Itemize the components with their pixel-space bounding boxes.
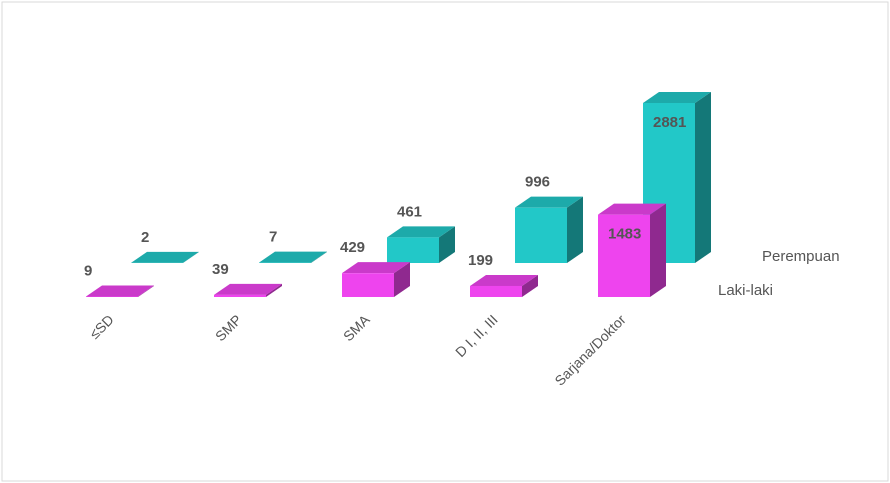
value-label: 2881 bbox=[653, 114, 686, 131]
value-label: 461 bbox=[397, 203, 422, 220]
bar bbox=[86, 285, 154, 297]
bar-side bbox=[311, 251, 327, 263]
bar-side bbox=[266, 283, 282, 297]
value-label: 7 bbox=[269, 229, 277, 246]
bar bbox=[342, 262, 410, 297]
bar-top bbox=[387, 226, 455, 238]
bar-side bbox=[522, 274, 538, 297]
bar-front bbox=[387, 237, 439, 263]
bar-side bbox=[650, 203, 666, 297]
bar bbox=[131, 251, 199, 263]
legend-label: Perempuan bbox=[762, 248, 840, 265]
value-label: 429 bbox=[340, 239, 365, 256]
bar bbox=[259, 251, 327, 263]
bar-top bbox=[515, 196, 583, 208]
bar-front bbox=[598, 214, 650, 297]
bar-side bbox=[183, 251, 199, 263]
bar-side bbox=[439, 226, 455, 263]
bar-front bbox=[515, 207, 567, 263]
bar-front bbox=[470, 285, 522, 297]
bar-side bbox=[695, 92, 711, 263]
value-label: 2 bbox=[141, 229, 149, 246]
bar bbox=[214, 283, 282, 297]
bar-top bbox=[214, 283, 282, 295]
bar-top bbox=[598, 203, 666, 215]
bar-top bbox=[86, 285, 154, 297]
bar bbox=[598, 203, 666, 297]
value-label: 39 bbox=[212, 261, 229, 278]
legend-label: Laki-laki bbox=[718, 282, 773, 299]
bar-side bbox=[394, 262, 410, 297]
bar bbox=[470, 274, 538, 297]
bar-top bbox=[131, 251, 199, 263]
bar-front bbox=[214, 294, 266, 297]
value-label: 9 bbox=[84, 262, 92, 279]
bar-top bbox=[643, 92, 711, 103]
bar-side bbox=[138, 285, 154, 297]
value-label: 199 bbox=[468, 252, 493, 269]
bar-top bbox=[342, 262, 410, 274]
bar-side bbox=[567, 196, 583, 263]
bar-top bbox=[470, 274, 538, 286]
bar-top bbox=[259, 251, 327, 263]
bar bbox=[515, 196, 583, 263]
value-label: 1483 bbox=[608, 226, 641, 243]
value-label: 996 bbox=[525, 174, 550, 191]
bar bbox=[387, 226, 455, 263]
bar-front bbox=[342, 273, 394, 297]
